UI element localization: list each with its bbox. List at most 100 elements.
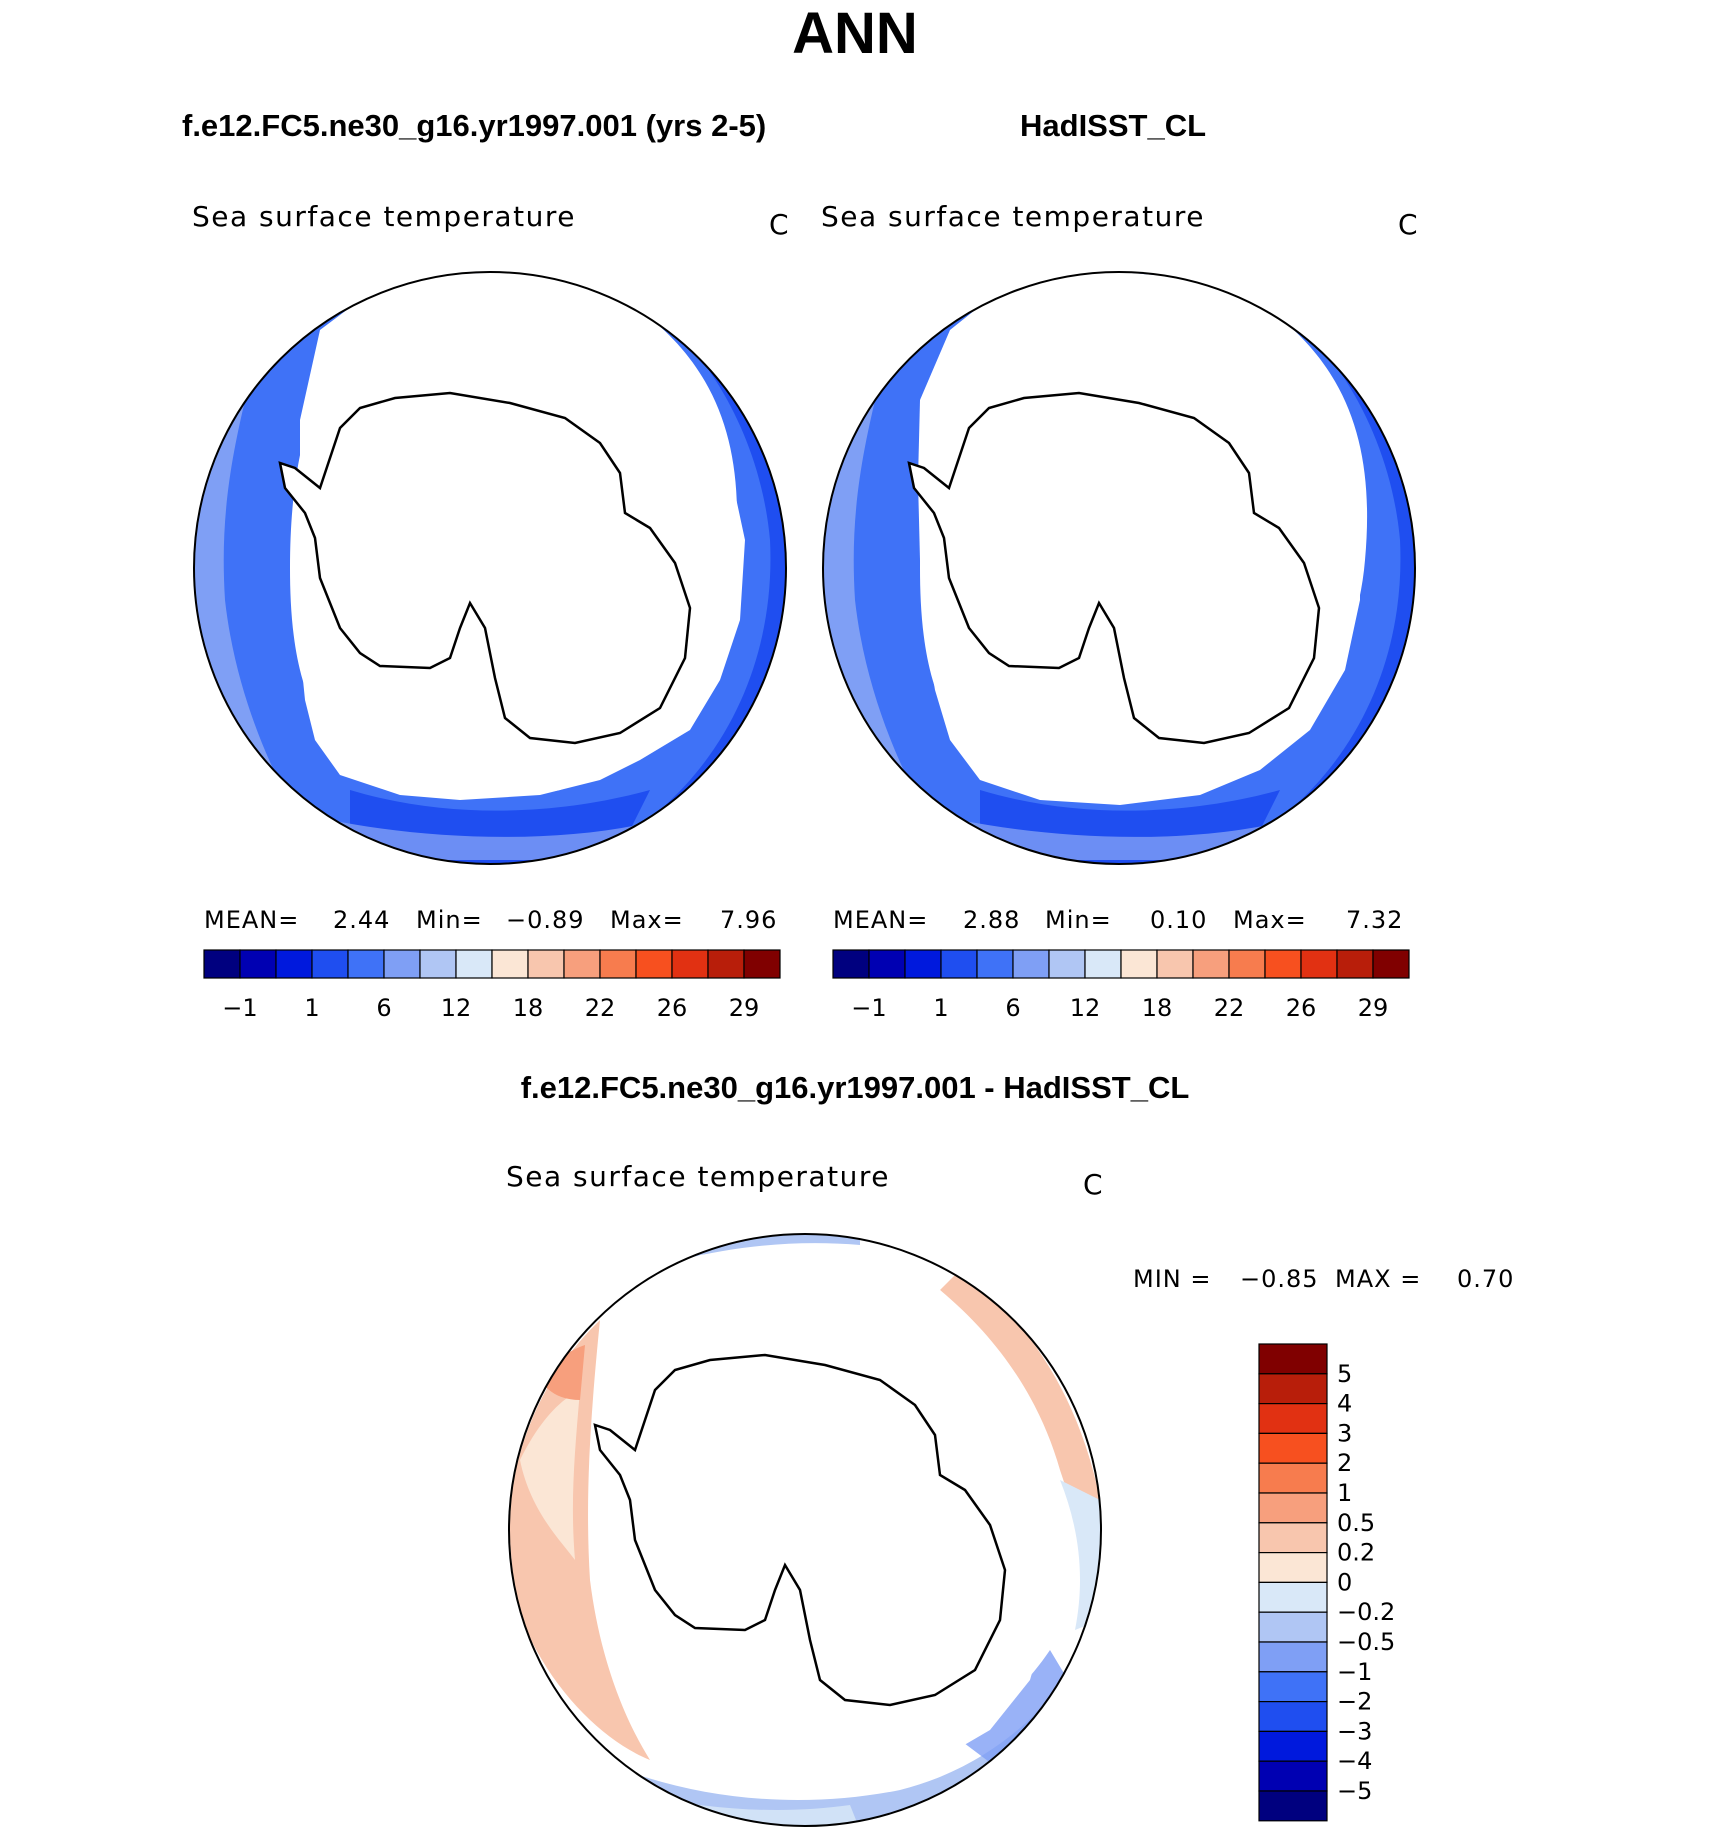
panel1-colorbar-swatch	[743, 949, 781, 979]
panel2-colorbar-swatch	[904, 949, 942, 979]
panel3-colorbar-tick-label: −0.5	[1337, 1628, 1395, 1656]
panel1-colorbar-swatch	[707, 949, 745, 979]
panel3-colorbar-swatch	[1258, 1581, 1328, 1613]
panel3-colorbar-swatch	[1258, 1551, 1328, 1583]
panel2-colorbar-swatch	[1048, 949, 1086, 979]
panel2-colorbar-tick-label: 18	[1142, 994, 1173, 1022]
panel2-min-value: 0.10	[1150, 906, 1208, 934]
panel1-colorbar-swatch	[527, 949, 565, 979]
panel1-max-label: Max=	[610, 906, 684, 934]
panel2-colorbar-swatch	[976, 949, 1014, 979]
panel2-max-value: 7.32	[1346, 906, 1404, 934]
panel1-units-label: C	[769, 208, 789, 241]
panel1-colorbar-swatch	[203, 949, 241, 979]
panel3-colorbar-swatch	[1258, 1522, 1328, 1554]
panel1-colorbar-tick-label: 18	[513, 994, 544, 1022]
panel3-colorbar-swatch	[1258, 1402, 1328, 1434]
panel1-map	[193, 271, 787, 865]
panel1-colorbar-tick-label: 6	[376, 994, 391, 1022]
panel3-min-label: MIN =	[1133, 1265, 1212, 1293]
panel3-units-label: C	[1083, 1168, 1103, 1201]
panel2-colorbar-tick-label: 26	[1286, 994, 1317, 1022]
panel2-colorbar-swatch	[868, 949, 906, 979]
panel3-colorbar-tick-label: −3	[1337, 1717, 1372, 1745]
panel3-colorbar-tick-label: 0.2	[1337, 1539, 1375, 1567]
panel2-colorbar-tick-label: 22	[1214, 994, 1245, 1022]
panel3-colorbar-tick-label: 2	[1337, 1449, 1352, 1477]
panel2-map	[822, 271, 1416, 865]
panel2-colorbar-swatch	[1372, 949, 1410, 979]
panel1-colorbar-swatch	[563, 949, 601, 979]
reference-title: HadISST_CL	[1020, 108, 1207, 143]
panel3-colorbar-tick-label: −2	[1337, 1688, 1372, 1716]
panel1-colorbar-tick-label: 26	[657, 994, 688, 1022]
panel1-colorbar-swatch	[455, 949, 493, 979]
panel1-colorbar-swatch	[311, 949, 349, 979]
panel1-mean-value: 2.44	[333, 906, 391, 934]
panel2-variable-label: Sea surface temperature	[821, 200, 1205, 233]
panel3-colorbar-tick-label: 0	[1337, 1568, 1352, 1596]
panel1-colorbar-tick-label: 12	[441, 994, 472, 1022]
panel3-colorbar-tick-label: −0.2	[1337, 1598, 1395, 1626]
panel3-colorbar-tick-label: −5	[1337, 1777, 1372, 1805]
panel3-colorbar-swatch	[1258, 1671, 1328, 1703]
panel3-max-label: MAX =	[1335, 1265, 1422, 1293]
panel1-colorbar-swatch	[491, 949, 529, 979]
panel3-colorbar-swatch	[1258, 1641, 1328, 1673]
panel1-colorbar-swatch	[347, 949, 385, 979]
panel3-colorbar-swatch	[1258, 1343, 1328, 1375]
panel3-colorbar-tick-label: 4	[1337, 1390, 1352, 1418]
panel2-colorbar-swatch	[1012, 949, 1050, 979]
panel1-colorbar-swatch	[383, 949, 421, 979]
panel1-min-label: Min=	[416, 906, 483, 934]
panel3-colorbar-tick-label: 5	[1337, 1360, 1352, 1388]
panel2-colorbar-swatch	[1192, 949, 1230, 979]
panel2-colorbar: −1 1 6 12 18 22 26 29	[832, 949, 1410, 1022]
panel1-min-value: −0.89	[506, 906, 585, 934]
panel2-colorbar-swatch	[1300, 949, 1338, 979]
panel3-min-value: −0.85	[1240, 1265, 1319, 1293]
panel1-colorbar-swatch	[275, 949, 313, 979]
panel3-colorbar-swatch	[1258, 1432, 1328, 1464]
panel1-colorbar-tick-label: 1	[304, 994, 319, 1022]
panel3-colorbar-swatch	[1258, 1790, 1328, 1822]
panel3-colorbar-swatch	[1258, 1462, 1328, 1494]
panel1-colorbar-tick-label: −1	[222, 994, 257, 1022]
panel1-colorbar-swatch	[635, 949, 673, 979]
panel2-colorbar-swatch	[1336, 949, 1374, 979]
panel3-colorbar-swatch	[1258, 1373, 1328, 1405]
panel3-colorbar-swatch	[1258, 1760, 1328, 1792]
panel3-colorbar-tick-label: 0.5	[1337, 1509, 1375, 1537]
panel2-colorbar-swatch	[1264, 949, 1302, 979]
panel1-colorbar-swatch	[599, 949, 637, 979]
panel2-max-label: Max=	[1233, 906, 1307, 934]
case-title: f.e12.FC5.ne30_g16.yr1997.001 (yrs 2-5)	[182, 108, 767, 143]
difference-title: f.e12.FC5.ne30_g16.yr1997.001 - HadISST_…	[520, 1070, 1190, 1105]
panel1-colorbar-swatch	[419, 949, 457, 979]
panel3-variable-label: Sea surface temperature	[506, 1160, 890, 1193]
panel1-colorbar-tick-label: 29	[729, 994, 760, 1022]
panel3-colorbar-tick-label: 3	[1337, 1419, 1352, 1447]
panel2-colorbar-tick-label: −1	[851, 994, 886, 1022]
panel3-colorbar-tick-label: −1	[1337, 1658, 1372, 1686]
panel2-colorbar-tick-label: 12	[1070, 994, 1101, 1022]
panel2-colorbar-swatch	[1156, 949, 1194, 979]
panel3-colorbar-swatch	[1258, 1611, 1328, 1643]
panel2-colorbar-swatch	[1228, 949, 1266, 979]
panel1-colorbar: −1 1 6 12 18 22 26 29	[203, 949, 781, 1022]
panel2-mean-label: MEAN=	[833, 906, 929, 934]
panel2-colorbar-swatch	[832, 949, 870, 979]
panel3-map	[508, 1233, 1102, 1827]
panel2-colorbar-tick-label: 1	[933, 994, 948, 1022]
panel2-colorbar-tick-label: 29	[1358, 994, 1389, 1022]
panel3-colorbar-tick-label: −4	[1337, 1747, 1372, 1775]
panel3-colorbar-swatch	[1258, 1730, 1328, 1762]
panel3-max-value: 0.70	[1457, 1265, 1515, 1293]
panel3-colorbar-swatch	[1258, 1492, 1328, 1524]
panel1-colorbar-swatch	[671, 949, 709, 979]
panel1-variable-label: Sea surface temperature	[192, 200, 576, 233]
panel2-mean-value: 2.88	[963, 906, 1021, 934]
panel2-colorbar-swatch	[940, 949, 978, 979]
panel3-colorbar-swatch	[1258, 1700, 1328, 1732]
